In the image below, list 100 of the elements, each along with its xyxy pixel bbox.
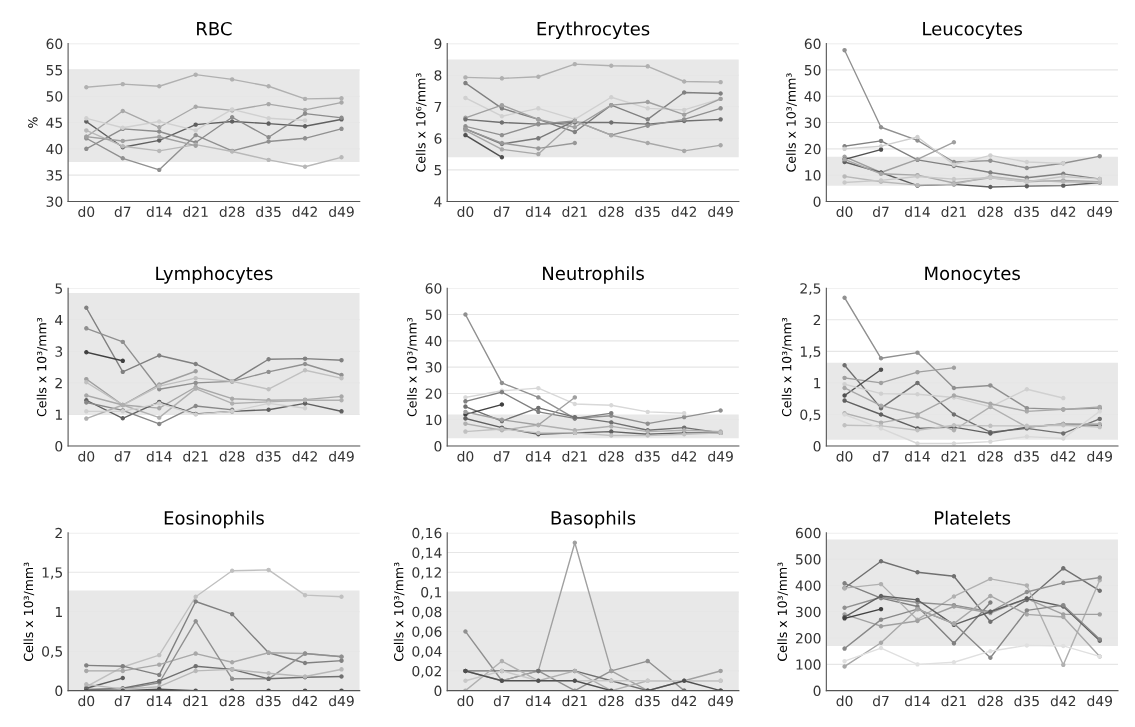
y-tick-label: 1,5 bbox=[42, 567, 63, 580]
chart-title: Monocytes bbox=[925, 266, 1020, 284]
y-tick-label: 2 bbox=[55, 527, 62, 539]
x-tick-label: d14 bbox=[525, 206, 551, 218]
x-tick-label: d21 bbox=[941, 450, 966, 462]
y-tick-label: 30 bbox=[804, 117, 821, 128]
x-tick-label: d28 bbox=[977, 450, 1003, 462]
x-tick-label: d42 bbox=[671, 695, 697, 707]
x-tick-label: d28 bbox=[598, 450, 624, 462]
x-tick-label: d7 bbox=[872, 206, 889, 218]
chart-title: Platelets bbox=[935, 510, 1011, 525]
y-tick-label: 10 bbox=[805, 170, 821, 181]
x-tick-label: d0 bbox=[836, 450, 853, 462]
chart-title: Eosinophils bbox=[164, 510, 264, 529]
y-tick-label: 1 bbox=[55, 409, 62, 420]
y-tick-label: 50 bbox=[46, 91, 63, 102]
y-axis-title: Cells x 10³/mm³ bbox=[23, 562, 35, 661]
x-tick-label: d7 bbox=[872, 695, 889, 707]
x-tick-label: d21 bbox=[562, 450, 587, 462]
y-tick-label: 300 bbox=[796, 606, 821, 618]
y-tick-label: 4 bbox=[434, 196, 442, 207]
y-tick-label: 200 bbox=[795, 633, 821, 644]
x-tick-label: d28 bbox=[977, 206, 1003, 218]
y-tick-label: 2,5 bbox=[800, 283, 821, 296]
y-tick-label: 0,5 bbox=[800, 409, 821, 422]
x-tick-label: d42 bbox=[292, 695, 317, 707]
x-tick-label: d7 bbox=[493, 206, 510, 218]
y-tick-label: 400 bbox=[795, 580, 821, 591]
x-tick-label: d14 bbox=[146, 450, 172, 462]
x-tick-label: d42 bbox=[292, 450, 317, 462]
x-tick-label: d21 bbox=[183, 695, 208, 707]
y-tick-label: 50 bbox=[425, 309, 442, 321]
x-tick-label: d49 bbox=[329, 206, 354, 218]
x-tick-label: d21 bbox=[941, 206, 966, 218]
y-tick-label: 0 bbox=[55, 441, 63, 452]
y-tick-label: 0,1 bbox=[421, 586, 442, 599]
x-tick-label: d49 bbox=[1087, 695, 1113, 707]
y-tick-label: 0,16 bbox=[412, 527, 442, 540]
y-tick-label: 0 bbox=[434, 441, 442, 452]
x-tick-label: d0 bbox=[836, 206, 853, 218]
y-tick-label: 40 bbox=[425, 335, 442, 347]
x-tick-label: d28 bbox=[219, 695, 245, 707]
x-tick-label: d49 bbox=[329, 695, 354, 707]
x-tick-label: d49 bbox=[708, 450, 733, 462]
x-tick-label: d42 bbox=[671, 450, 697, 462]
x-tick-label: d42 bbox=[1050, 450, 1076, 462]
x-tick-label: d49 bbox=[329, 450, 354, 462]
x-tick-label: d42 bbox=[671, 206, 697, 218]
chart-title: Lymphocytes bbox=[156, 266, 273, 284]
x-tick-label: d21 bbox=[941, 695, 966, 707]
y-tick-label: 5 bbox=[55, 283, 63, 294]
y-tick-label: 60 bbox=[46, 38, 63, 50]
x-tick-label: d35 bbox=[256, 695, 281, 707]
chart-title: Basophils bbox=[551, 510, 636, 529]
y-tick-label: 2 bbox=[813, 314, 821, 326]
x-tick-label: d0 bbox=[457, 450, 474, 462]
y-tick-label: 1 bbox=[814, 378, 821, 389]
y-axis-title: Cells x 10³/mm³ bbox=[393, 562, 405, 661]
y-tick-label: 20 bbox=[804, 143, 821, 155]
y-tick-label: 0,02 bbox=[412, 665, 441, 678]
y-tick-label: 8 bbox=[434, 70, 442, 81]
y-tick-label: 30 bbox=[425, 362, 442, 373]
y-tick-label: 0,04 bbox=[412, 646, 442, 659]
y-tick-label: 0 bbox=[813, 196, 821, 207]
x-tick-label: d28 bbox=[977, 695, 1003, 707]
y-axis-title: Cells x 10³/mm³ bbox=[36, 317, 48, 417]
x-tick-label: d21 bbox=[183, 450, 208, 462]
y-tick-label: 0,5 bbox=[42, 646, 63, 659]
x-tick-label: d0 bbox=[78, 450, 95, 462]
x-tick-label: d35 bbox=[1014, 695, 1039, 707]
y-tick-label: 50 bbox=[804, 64, 821, 76]
x-tick-label: d14 bbox=[905, 450, 930, 462]
x-tick-label: d7 bbox=[493, 450, 510, 462]
x-tick-label: d14 bbox=[905, 695, 930, 707]
y-tick-label: 0,14 bbox=[412, 547, 442, 560]
x-tick-label: d14 bbox=[146, 206, 172, 218]
y-axis-title: Cells x 10⁶/mm³ bbox=[415, 73, 427, 172]
x-tick-label: d49 bbox=[708, 206, 733, 218]
y-tick-label: 20 bbox=[425, 388, 442, 399]
y-tick-label: 0 bbox=[813, 685, 821, 697]
x-tick-label: d49 bbox=[708, 695, 733, 707]
x-tick-label: d42 bbox=[292, 206, 317, 218]
x-tick-label: d14 bbox=[525, 695, 551, 707]
x-tick-label: d7 bbox=[114, 450, 131, 462]
x-tick-label: d21 bbox=[562, 206, 587, 218]
y-tick-label: 2 bbox=[55, 377, 62, 389]
x-tick-label: d7 bbox=[114, 695, 131, 707]
x-tick-label: d35 bbox=[1014, 206, 1039, 218]
y-tick-label: 40 bbox=[46, 143, 63, 155]
y-axis-title: Cells x 10³/mm³ bbox=[777, 562, 788, 661]
y-tick-label: 60 bbox=[804, 38, 821, 50]
x-tick-label: d7 bbox=[493, 695, 510, 707]
y-tick-label: 4 bbox=[55, 314, 63, 326]
y-axis-title: Cells x 10³/mm³ bbox=[407, 317, 418, 417]
x-tick-label: d14 bbox=[905, 206, 930, 218]
x-tick-label: d28 bbox=[598, 695, 624, 707]
y-tick-label: 0 bbox=[434, 685, 442, 697]
x-tick-label: d49 bbox=[1087, 450, 1113, 462]
x-tick-label: d28 bbox=[219, 206, 245, 218]
y-tick-label: 9 bbox=[434, 38, 442, 50]
